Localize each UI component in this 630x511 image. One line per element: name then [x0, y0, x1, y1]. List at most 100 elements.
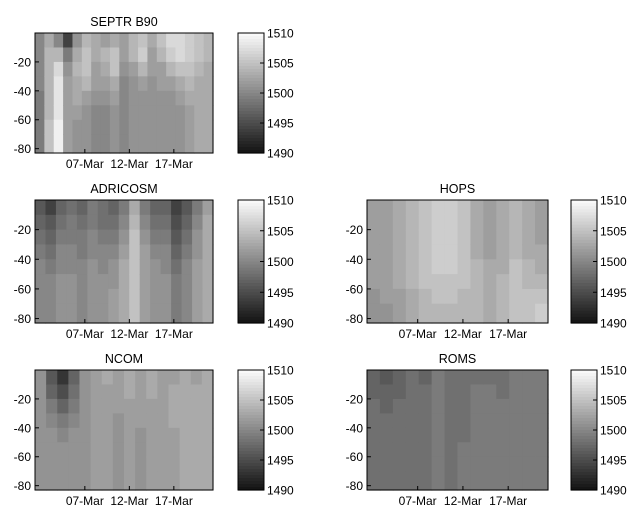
- heatmap-cell: [509, 398, 523, 414]
- heatmap-cell: [139, 200, 151, 216]
- heatmap-cell: [192, 214, 204, 231]
- colorbar-segment: [238, 66, 264, 70]
- heatmap-cell: [392, 398, 407, 414]
- colorbar-segment: [238, 117, 264, 121]
- colorbar-segment: [238, 484, 264, 488]
- heatmap-cell: [124, 413, 136, 429]
- heatmap-cell: [119, 33, 130, 49]
- colorbar-segment: [238, 239, 264, 244]
- heatmap-cell: [35, 244, 47, 260]
- colorbar-segment: [238, 249, 264, 253]
- heatmap-cell: [79, 384, 92, 400]
- heatmap-cell: [150, 288, 162, 305]
- colorbar-segment: [238, 200, 264, 204]
- heatmap-cell: [179, 456, 192, 472]
- heatmap-cell: [118, 288, 130, 305]
- heatmap-cell: [201, 398, 214, 414]
- heatmap-cell: [68, 413, 81, 429]
- heatmap-cell: [392, 370, 407, 386]
- heatmap-cell: [129, 229, 141, 246]
- heatmap-cell: [35, 398, 47, 414]
- heatmap-cell: [184, 119, 195, 135]
- heatmap-cell: [392, 274, 407, 290]
- heatmap-cell: [79, 370, 92, 386]
- colorbar-tick-label: 1490: [267, 147, 294, 161]
- heatmap-cell: [35, 413, 47, 429]
- heatmap-cell: [118, 259, 130, 275]
- colorbar-segment: [238, 126, 264, 130]
- colorbar-segment: [571, 436, 597, 440]
- colorbar-tick-label: 1505: [267, 224, 294, 238]
- heatmap-cell: [135, 442, 147, 458]
- colorbar-segment: [571, 200, 597, 204]
- heatmap-cell: [483, 229, 497, 246]
- colorbar-tick-label: 1510: [600, 194, 627, 208]
- heatmap-cell: [146, 384, 158, 400]
- colorbar-segment: [238, 418, 264, 422]
- heatmap-cell: [35, 274, 47, 290]
- heatmap-cell: [392, 456, 407, 472]
- heatmap-cell: [496, 229, 510, 246]
- heatmap-cell: [522, 303, 536, 324]
- heatmap-cell: [483, 303, 497, 324]
- heatmap-cell: [124, 456, 136, 472]
- heatmap-cell: [202, 274, 214, 290]
- heatmap-cell: [157, 456, 170, 472]
- heatmap-cell: [35, 33, 45, 49]
- colorbar-segment: [571, 460, 597, 464]
- colorbar-segment: [238, 60, 264, 64]
- heatmap-cell: [190, 398, 203, 414]
- colorbar-segment: [571, 397, 597, 401]
- heatmap-cell: [147, 33, 158, 49]
- heatmap-cell: [72, 134, 83, 154]
- heatmap-cell: [87, 200, 99, 216]
- heatmap-cell: [392, 471, 407, 491]
- colorbar-segment: [571, 457, 597, 461]
- colorbar-segment: [238, 319, 264, 324]
- heatmap-cell: [35, 61, 45, 77]
- y-tick-label: -40: [14, 253, 32, 267]
- heatmap-cell: [535, 244, 549, 260]
- heatmap-cell: [201, 413, 214, 429]
- heatmap-cell: [367, 413, 381, 429]
- heatmap-cell: [100, 134, 111, 154]
- heatmap-cell: [100, 76, 111, 92]
- heatmap-cell: [157, 384, 170, 400]
- heatmap-cell: [63, 90, 74, 106]
- heatmap-cell: [392, 200, 407, 216]
- heatmap-cell: [175, 33, 186, 49]
- heatmap-cell: [184, 61, 195, 77]
- heatmap-cell: [444, 370, 459, 386]
- heatmap-cell: [128, 134, 139, 154]
- heatmap-cell: [101, 370, 114, 386]
- heatmap-cell: [55, 274, 68, 290]
- heatmap-cell: [168, 413, 181, 429]
- heatmap-cell: [68, 456, 81, 472]
- heatmap-cell: [190, 471, 203, 491]
- heatmap-cell: [483, 398, 497, 414]
- colorbar-segment: [238, 379, 264, 383]
- heatmap-cell: [66, 244, 78, 260]
- heatmap-cell: [522, 413, 536, 429]
- heatmap-cell: [418, 214, 433, 231]
- colorbar-segment: [571, 218, 597, 223]
- heatmap-cell: [496, 384, 510, 400]
- heatmap-cell: [535, 427, 549, 443]
- heatmap-cell: [129, 259, 141, 275]
- heatmap-cell: [147, 90, 158, 106]
- heatmap-cell: [112, 398, 125, 414]
- colorbar-segment: [571, 233, 597, 238]
- heatmap-cell: [138, 33, 149, 49]
- heatmap-cell: [53, 105, 64, 121]
- heatmap-cell: [457, 413, 472, 429]
- x-tick-label: 17-Mar: [489, 494, 527, 508]
- heatmap-cell: [91, 33, 102, 49]
- heatmap-cell: [35, 134, 45, 154]
- heatmap-cell: [175, 119, 186, 135]
- x-tick-label: 17-Mar: [155, 494, 193, 508]
- heatmap-cell: [76, 214, 88, 231]
- colorbar-segment: [238, 51, 264, 55]
- colorbar-segment: [238, 307, 264, 312]
- heatmap-cell: [55, 303, 68, 324]
- colorbar-tick-label: 1510: [600, 364, 627, 378]
